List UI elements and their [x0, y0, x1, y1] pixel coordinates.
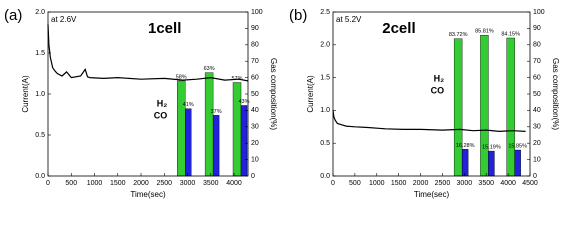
y-tick-label: 2.0 [35, 9, 45, 16]
value-label: 37% [211, 109, 222, 115]
x-tick-label: 500 [349, 180, 361, 187]
x-tick-label: 4000 [226, 180, 242, 187]
y2-tick-label: 50 [251, 91, 259, 98]
value-label: 83.72% [449, 32, 468, 38]
x-tick-label: 1500 [110, 180, 126, 187]
panel-label: (a) [4, 7, 22, 24]
bar [488, 150, 495, 177]
y2-tick-label: 90 [533, 25, 541, 32]
legend-label: CO [154, 110, 168, 120]
y-tick-label: 0.5 [320, 140, 330, 147]
annotation: at 2.6V [51, 15, 77, 24]
current-line [47, 24, 249, 82]
x-tick-label: 2000 [413, 180, 429, 187]
y-tick-label: 0.0 [35, 173, 45, 180]
current-line [332, 110, 526, 133]
x-axis-title: Time(sec) [414, 190, 450, 199]
legend-label: CO [431, 85, 445, 95]
x-tick-label: 0 [46, 180, 50, 187]
x-tick-label: 2000 [133, 180, 149, 187]
x-tick-label: 3500 [478, 180, 494, 187]
x-tick-label: 3000 [180, 180, 196, 187]
bar [185, 108, 192, 177]
value-label: 16.28% [456, 143, 475, 149]
y2-tick-label: 80 [251, 42, 259, 49]
legend-label: H₂ [157, 98, 168, 108]
y2-tick-label: 30 [533, 124, 541, 131]
x-tick-label: 4000 [500, 180, 516, 187]
y-tick-label: 0.0 [320, 173, 330, 180]
x-tick-label: 1000 [87, 180, 103, 187]
y2-axis-title: Gas composition(%) [551, 58, 560, 130]
x-tick-label: 500 [65, 180, 77, 187]
bar [232, 82, 242, 177]
x-tick-label: 0 [331, 180, 335, 187]
value-label: 15.85% [508, 143, 527, 149]
y-tick-label: 2.0 [320, 42, 330, 49]
chart-title: 1cell [148, 20, 181, 37]
value-label: 85.81% [475, 29, 494, 35]
x-tick-label: 2500 [156, 180, 172, 187]
y2-tick-label: 60 [533, 74, 541, 81]
y2-tick-label: 80 [533, 42, 541, 49]
x-tick-label: 4500 [522, 180, 538, 187]
y-tick-label: 1.5 [320, 74, 330, 81]
y2-tick-label: 0 [533, 173, 537, 180]
bar [506, 37, 515, 177]
y2-tick-label: 20 [533, 140, 541, 147]
y-tick-label: 2.5 [320, 9, 330, 16]
bar [514, 149, 521, 177]
bar [177, 80, 186, 177]
y2-tick-label: 20 [251, 140, 259, 147]
y-tick-label: 1.5 [35, 50, 45, 57]
x-axis-title: Time(sec) [130, 190, 166, 199]
chart-title: 2cell [382, 20, 415, 37]
y2-tick-label: 100 [251, 9, 263, 16]
value-label: 58% [176, 74, 187, 80]
y2-tick-label: 70 [533, 58, 541, 65]
y2-tick-label: 50 [533, 91, 541, 98]
value-label: 63% [204, 66, 215, 72]
y-axis-title: Current(A) [21, 75, 30, 113]
bar [212, 115, 220, 177]
y2-tick-label: 10 [251, 156, 259, 163]
x-tick-label: 1500 [391, 180, 407, 187]
bar [204, 72, 214, 177]
x-tick-label: 1000 [369, 180, 385, 187]
x-tick-label: 3500 [203, 180, 219, 187]
value-label: 43% [239, 99, 250, 105]
y-tick-label: 1.0 [320, 107, 330, 114]
bar [480, 35, 489, 177]
annotation: at 5.2V [336, 15, 362, 24]
legend-label: H₂ [434, 73, 445, 83]
figure: (a)58%63%57%H₂ 41%37%43%CO0 500 1000 1500 200… [4, 7, 560, 199]
y2-tick-label: 40 [533, 107, 541, 114]
y-tick-label: 0.5 [35, 132, 45, 139]
value-label: 15.19% [482, 145, 501, 151]
bar [240, 105, 248, 177]
y-axis-title: Current(A) [306, 75, 315, 113]
y2-tick-label: 100 [533, 9, 545, 16]
value-label: 41% [183, 102, 194, 108]
x-tick-label: 2500 [435, 180, 451, 187]
bar [461, 149, 469, 177]
y2-axis-title: Gas composition(%) [269, 58, 278, 130]
y2-tick-label: 70 [251, 58, 259, 65]
y2-tick-label: 90 [251, 25, 259, 32]
x-tick-label: 3000 [457, 180, 473, 187]
y2-tick-label: 10 [533, 156, 541, 163]
panel-label: (b) [289, 7, 307, 24]
y2-tick-label: 40 [251, 107, 259, 114]
y2-tick-label: 30 [251, 124, 259, 131]
bar [453, 38, 463, 177]
y2-tick-label: 60 [251, 74, 259, 81]
value-label: 84.15% [501, 31, 520, 37]
y2-tick-label: 0 [251, 173, 255, 180]
y-tick-label: 1.0 [35, 91, 45, 98]
